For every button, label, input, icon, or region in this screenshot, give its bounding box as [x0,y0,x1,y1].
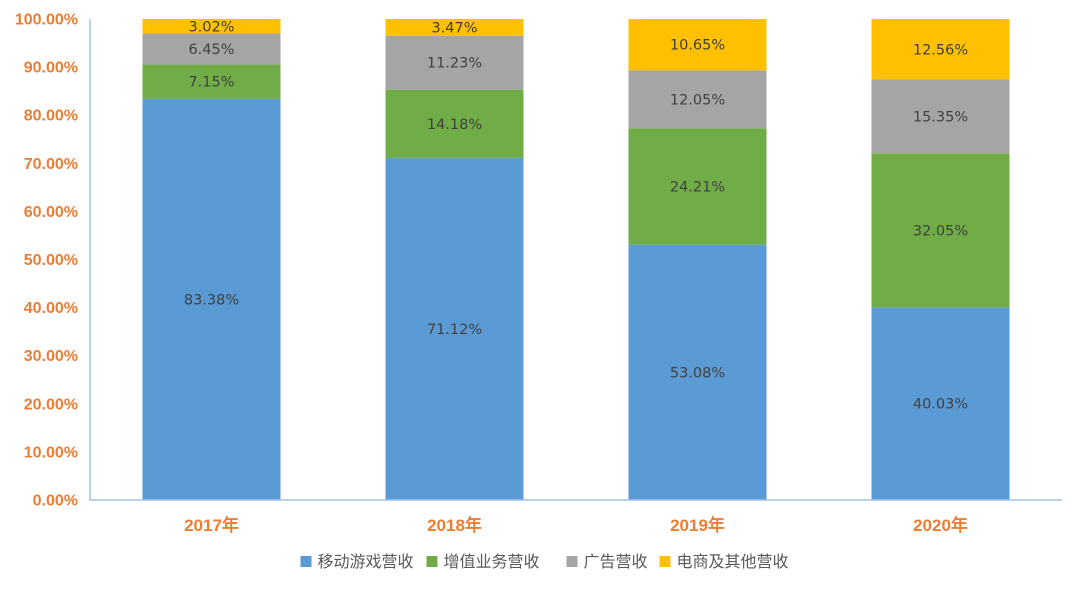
data-label: 12.56% [913,42,968,58]
legend-swatch [300,556,312,567]
legend-swatch [426,556,438,567]
data-label: 6.45% [188,42,234,58]
data-label: 3.47% [431,20,477,36]
x-tick-label: 2017年 [184,515,239,535]
data-label: 24.21% [670,179,725,195]
bar-segment [871,153,1010,308]
y-tick-label: 90.00% [24,60,78,77]
legend-swatch [659,556,671,567]
y-tick-label: 10.00% [24,444,78,461]
legend-swatch [566,556,578,567]
data-label: 11.23% [427,56,482,72]
bar-segment [628,19,767,71]
bar-segment [628,128,767,245]
data-label: 12.05% [670,92,725,108]
y-axis-ticks: 0.00% 10.00% 20.00% 30.00% 40.00% 50.00% 60.00… [15,12,78,510]
bars [142,19,1010,501]
data-label: 15.35% [913,109,968,125]
y-tick-label: 80.00% [24,108,78,125]
data-label: 53.08% [670,365,725,381]
bar-segment [142,19,281,34]
legend: 移动游戏营收 增值业务营收 广告营收 电商及其他营收 [300,552,789,571]
data-label: 40.03% [913,397,968,413]
bar-segment [142,33,281,65]
bar-segment [142,98,281,500]
bar-segment [385,89,524,158]
bar-segment [385,157,524,501]
data-label: 71.12% [427,322,482,338]
y-tick-label: 60.00% [24,204,78,221]
legend-label: 广告营收 [584,552,648,571]
bar-segment [385,35,524,90]
y-tick-label: 30.00% [24,348,78,365]
bar-segment [628,244,767,500]
y-tick-label: 0.00% [33,493,78,510]
data-label: 83.38% [184,292,239,308]
y-tick-label: 100.00% [15,12,78,29]
data-label: 14.18% [427,117,482,133]
data-label: 3.02% [188,19,234,35]
x-tick-label: 2019年 [670,515,725,535]
legend-label: 增值业务营收 [444,552,540,571]
y-tick-label: 50.00% [24,252,78,269]
data-label: 32.05% [913,223,968,239]
x-tick-label: 2020年 [913,515,968,535]
x-tick-label: 2018年 [427,515,482,535]
bar-segment [385,19,524,36]
y-tick-label: 70.00% [24,156,78,173]
legend-label: 电商及其他营收 [677,552,789,571]
data-labels: 83.38% 7.15% 6.45% 3.02% 71.12% 14.18% 11.23% 3… [184,19,968,412]
data-label: 7.15% [188,75,234,91]
bar-segment [871,79,1010,154]
y-tick-label: 20.00% [24,396,78,413]
data-label: 10.65% [670,38,725,54]
bar-segment [142,64,281,99]
y-tick-label: 40.00% [24,300,78,317]
bar-segment [871,19,1010,80]
legend-label: 移动游戏营收 [318,552,414,571]
bar-segment [871,307,1010,500]
bar-segment [628,70,767,129]
x-axis-ticks: 2017年 2018年 2019年 2020年 [184,515,968,535]
